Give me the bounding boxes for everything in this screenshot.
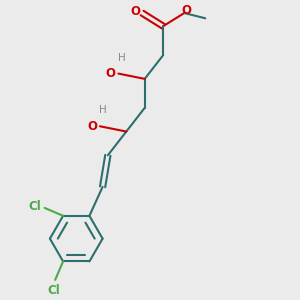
Text: Cl: Cl [47, 284, 60, 297]
Text: O: O [130, 5, 140, 18]
Text: O: O [182, 4, 192, 17]
Text: H: H [118, 53, 126, 63]
Text: Cl: Cl [28, 200, 41, 213]
Text: O: O [87, 120, 97, 133]
Text: O: O [106, 67, 116, 80]
Text: H: H [99, 106, 106, 116]
